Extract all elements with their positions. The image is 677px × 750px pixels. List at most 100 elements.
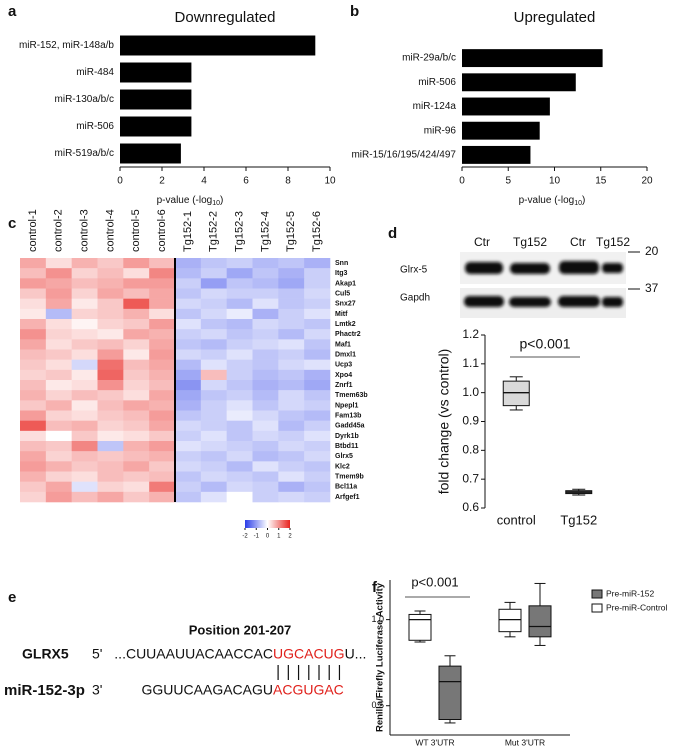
heatmap-cell <box>175 380 202 391</box>
seed-sequence: UGCACUG <box>273 646 345 662</box>
heatmap-cell <box>304 430 331 442</box>
chart-title: Downregulated <box>175 9 276 26</box>
heatmap-cell <box>200 288 227 299</box>
y-tick-label: 0.9 <box>462 414 479 428</box>
heatmap-cell <box>20 329 47 340</box>
heatmap-cell <box>226 308 253 320</box>
heatmap-cell <box>175 258 202 269</box>
heatmap-cell <box>252 258 279 269</box>
column-label: control-4 <box>104 209 116 252</box>
panel-label: a <box>8 3 17 20</box>
category-label: miR-506 <box>76 121 114 132</box>
heatmap-cell <box>175 329 202 340</box>
heatmap-cell <box>149 420 176 432</box>
x-tick-label: 5 <box>505 176 511 187</box>
heatmap-cell <box>175 268 202 279</box>
heatmap-cell <box>149 329 176 340</box>
heatmap-cell <box>252 308 279 320</box>
heatmap-cell <box>71 420 98 432</box>
heatmap-cell <box>304 319 331 330</box>
heatmap-cell <box>175 308 202 320</box>
heatmap-cell <box>45 369 72 381</box>
heatmap-cell <box>252 319 279 330</box>
heatmap-cell <box>71 481 98 493</box>
heatmap-cell <box>149 451 176 462</box>
heatmap-cell <box>200 491 227 503</box>
heatmap-cell <box>175 481 202 493</box>
heatmap-cell <box>304 491 331 503</box>
category-label: miR-15/16/195/424/497 <box>351 150 456 161</box>
heatmap-cell <box>45 461 72 472</box>
heatmap-cell <box>149 491 176 503</box>
heatmap-cell <box>45 339 72 350</box>
heatmap-cell <box>226 329 253 340</box>
x-tick-label: Mut 3'UTR <box>505 737 545 747</box>
x-tick-label: WT 3'UTR <box>415 737 454 747</box>
strand-end: 5' <box>92 646 102 662</box>
heatmap-cell <box>278 258 305 269</box>
heatmap-cell <box>123 298 150 310</box>
blot-band <box>558 296 600 307</box>
bar <box>462 121 540 140</box>
heatmap-cell <box>175 491 202 503</box>
heatmap-cell <box>226 461 253 472</box>
heatmap-cell <box>45 359 72 371</box>
heatmap-cell <box>149 339 176 350</box>
chart-title: Upregulated <box>514 9 596 26</box>
heatmap-cell <box>175 471 202 482</box>
heatmap-cell <box>200 349 227 360</box>
bar <box>120 62 192 83</box>
bar <box>120 35 316 56</box>
heatmap-cell <box>278 369 305 381</box>
blot-band <box>510 263 550 274</box>
heatmap-cell <box>304 339 331 350</box>
heatmap-cell <box>20 441 47 452</box>
x-axis-label: p-value (-log10) <box>519 195 586 207</box>
heatmap-cell <box>71 380 98 391</box>
heatmap-cell <box>45 308 72 320</box>
category-label: miR-29a/b/c <box>402 53 456 64</box>
y-tick-label: 1.0 <box>371 614 384 624</box>
heatmap-cell <box>175 319 202 330</box>
colorbar-tick-label: -1 <box>254 534 260 540</box>
heatmap-cell <box>123 491 150 503</box>
heatmap-cell <box>175 461 202 472</box>
panel-label: f <box>372 579 378 596</box>
sequence: U... <box>345 646 367 662</box>
heatmap-cell <box>45 349 72 360</box>
heatmap-cell <box>278 288 305 299</box>
heatmap-cell <box>226 298 253 310</box>
heatmap-cell <box>123 349 150 360</box>
annotation: p<0.001 <box>520 336 571 352</box>
heatmap-cell <box>20 308 47 320</box>
heatmap-cell <box>97 430 124 442</box>
heatmap-cell <box>71 359 98 371</box>
heatmap-cell <box>123 308 150 320</box>
heatmap-cell <box>278 359 305 371</box>
panel-label: b <box>350 3 359 20</box>
heatmap-cell <box>175 349 202 360</box>
heatmap-cell <box>123 380 150 391</box>
heatmap-cell <box>226 481 253 493</box>
sequence: GGUUCAAGACAGU <box>142 682 273 698</box>
category-label: miR-96 <box>424 125 457 136</box>
heatmap-cell <box>252 390 279 401</box>
column-label: Tg152-1 <box>182 211 194 252</box>
heatmap-cell <box>71 308 98 320</box>
x-tick-label: 20 <box>641 176 653 187</box>
heatmap-cell <box>226 319 253 330</box>
heatmap-cell <box>20 349 47 360</box>
y-axis-label: fold change (vs control) <box>436 349 452 495</box>
blot-row-label: Gapdh <box>400 293 430 304</box>
x-tick-label: 10 <box>549 176 561 187</box>
heatmap-cell <box>304 451 331 462</box>
x-tick-label: 6 <box>243 176 249 187</box>
category-label: miR-484 <box>76 67 114 78</box>
heatmap-cell <box>149 430 176 442</box>
heatmap-cell <box>304 461 331 472</box>
heatmap-cell <box>71 491 98 503</box>
heatmap-cell <box>20 339 47 350</box>
heatmap-cell <box>20 380 47 391</box>
heatmap-cell <box>97 491 124 503</box>
heatmap-cell <box>200 390 227 401</box>
